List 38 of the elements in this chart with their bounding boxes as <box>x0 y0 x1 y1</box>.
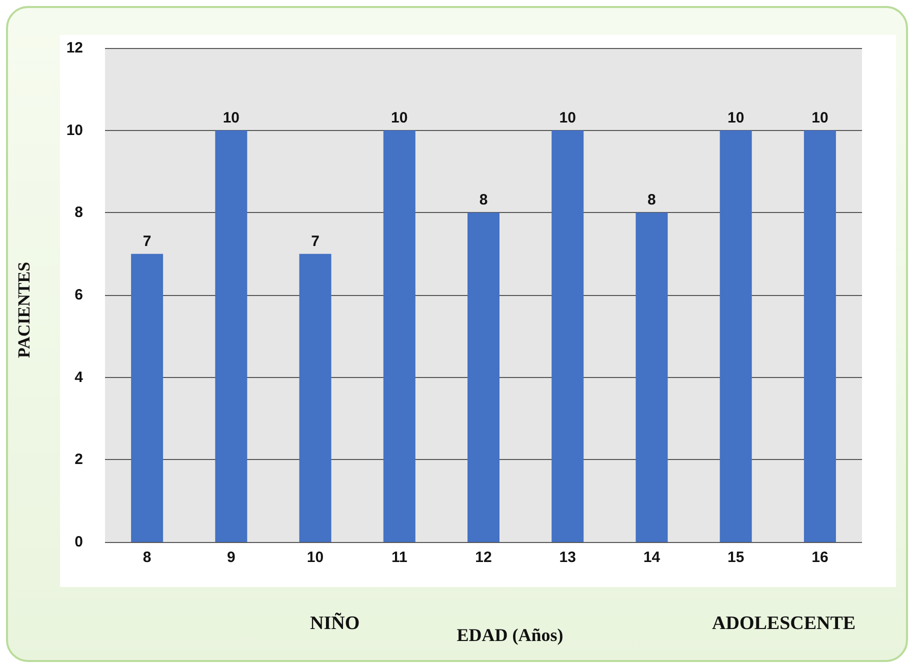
bar <box>552 130 584 542</box>
bar <box>468 212 500 542</box>
y-tick-label: 4 <box>74 368 84 386</box>
x-tick-label: 9 <box>226 549 236 566</box>
data-label: 10 <box>559 109 576 126</box>
data-label: 8 <box>479 192 488 209</box>
x-tick-label: 15 <box>727 549 744 566</box>
x-tick-label: 10 <box>306 549 324 566</box>
text: NIÑO <box>310 612 360 634</box>
y-tick-label: 8 <box>74 204 83 222</box>
bar <box>720 130 752 542</box>
bar <box>383 130 416 542</box>
data-label: 10 <box>222 109 240 126</box>
x-tick-label: 8 <box>142 549 152 566</box>
y-tick-label: 6 <box>74 286 83 304</box>
data-label: 10 <box>727 109 744 126</box>
bar <box>804 130 836 542</box>
y-tick-label: 10 <box>66 122 83 139</box>
text: ADOLESCENTE <box>712 613 856 634</box>
bar <box>299 254 332 542</box>
x-tick-label: 13 <box>559 549 576 566</box>
data-label: 10 <box>391 109 408 126</box>
bar <box>215 130 248 542</box>
data-label: 10 <box>812 109 828 126</box>
x-tick-label: 12 <box>475 549 492 566</box>
bar <box>131 254 164 542</box>
x-axis-title: EDAD (Años) <box>456 625 564 645</box>
data-label: 8 <box>648 192 656 209</box>
x-tick-label: 16 <box>812 549 828 566</box>
y-axis-title: PACIENTES <box>14 262 34 358</box>
data-label: 7 <box>311 232 320 250</box>
bar <box>636 212 668 542</box>
x-tick-label: 11 <box>391 549 408 566</box>
y-tick-label: 12 <box>66 40 83 56</box>
y-tick-label: 2 <box>74 451 83 468</box>
y-tick-label: 0 <box>74 534 83 550</box>
data-label: 7 <box>142 232 152 250</box>
x-tick-label: 14 <box>643 549 661 566</box>
